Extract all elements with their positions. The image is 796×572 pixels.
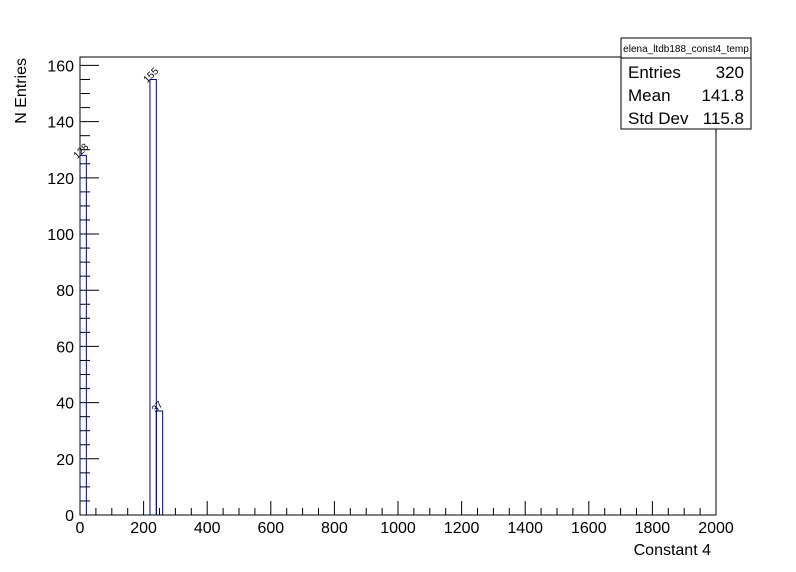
stats-mean-label: Mean <box>628 86 671 105</box>
stats-box: elena_ltdb188_const4_temp Entries 320 Me… <box>620 37 752 130</box>
x-axis-title: Constant 4 <box>634 542 711 559</box>
stats-entries-label: Entries <box>628 63 681 82</box>
y-axis-title: N Entries <box>13 58 30 124</box>
y-tick-label: 140 <box>47 115 74 132</box>
y-tick-label: 40 <box>56 396 74 413</box>
x-tick-label: 1600 <box>571 520 607 537</box>
y-tick-label: 60 <box>56 339 74 356</box>
bar-value-label-2: 37 <box>150 399 166 415</box>
bar-value-labels: 128 155 37 <box>72 66 166 415</box>
histogram-bin-2 <box>155 410 164 515</box>
bar-value-label-0: 128 <box>72 141 92 161</box>
x-tick-label: 400 <box>194 520 221 537</box>
stats-entries-value: 320 <box>716 63 744 82</box>
x-tick-labels: 0 200 400 600 800 1000 1200 1400 1600 1800 2000 <box>76 520 734 537</box>
stats-box-frame <box>620 37 752 130</box>
x-tick-label: 1400 <box>507 520 543 537</box>
x-tick-label: 200 <box>130 520 157 537</box>
y-tick-label: 0 <box>65 508 74 525</box>
x-tick-label: 600 <box>257 520 284 537</box>
y-tick-label: 120 <box>47 171 74 188</box>
histogram-bin-0 <box>79 154 87 515</box>
bar-value-label-1: 155 <box>142 66 162 86</box>
y-tick-label: 100 <box>47 227 74 244</box>
y-tick-labels: 0 20 40 60 80 100 120 140 160 <box>47 58 74 525</box>
x-tick-label: 1200 <box>444 520 480 537</box>
axis-ticks <box>79 64 717 516</box>
histogram-bars <box>79 78 164 515</box>
x-tick-label: 0 <box>76 520 85 537</box>
y-tick-label: 20 <box>56 452 74 469</box>
stats-mean-value: 141.8 <box>701 86 744 105</box>
x-tick-label: 1800 <box>635 520 671 537</box>
stats-stddev-value: 115.8 <box>703 109 744 128</box>
y-tick-label: 80 <box>56 283 74 300</box>
x-tick-label: 800 <box>321 520 348 537</box>
histogram-bin-1 <box>149 78 157 515</box>
y-tick-label: 160 <box>47 58 74 75</box>
stats-stddev-label: Std Dev <box>628 109 689 128</box>
stats-box-title: elena_ltdb188_const4_temp <box>623 44 749 55</box>
x-tick-label: 2000 <box>698 520 734 537</box>
x-tick-label: 1000 <box>380 520 416 537</box>
